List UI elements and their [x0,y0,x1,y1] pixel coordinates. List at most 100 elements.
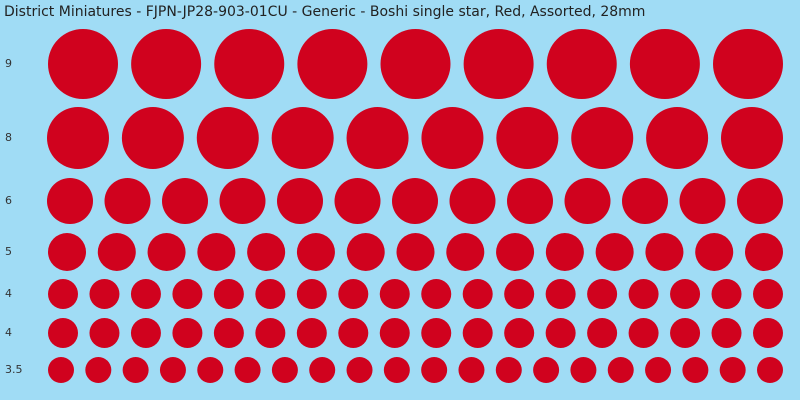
decal [721,107,783,169]
decal [587,279,618,309]
decal [338,318,369,348]
decal [622,178,668,224]
row-label: 6 [5,194,12,207]
decal [346,357,373,383]
decal [213,318,244,348]
row-label: 4 [5,287,12,300]
decal [421,357,448,383]
decal [383,357,410,383]
decal [48,233,86,271]
decal [628,318,659,348]
decal [85,357,112,383]
decal [48,279,78,309]
decal [670,279,701,309]
decal [695,233,734,271]
decal [346,233,385,271]
decal [392,178,438,224]
decal [595,233,634,271]
decal [446,233,485,271]
decal [421,279,452,309]
decal [89,279,120,309]
decal [104,178,151,224]
decal [496,107,559,169]
decal [213,279,244,309]
decal [197,357,224,383]
decal [296,318,327,348]
decal [172,318,203,348]
decal [97,233,136,271]
decal [48,357,74,383]
decal [172,279,203,309]
decal [737,178,783,224]
decal [679,178,726,224]
decal [570,357,597,383]
decal [271,357,298,383]
decal [277,178,323,224]
decal [47,178,93,224]
decal [338,279,369,309]
decal [196,107,259,169]
decal [753,318,783,348]
decal [247,233,286,271]
decal [629,29,700,99]
decal [711,318,742,348]
decal [309,357,336,383]
decal [545,279,576,309]
decal [713,29,783,99]
decal [546,29,617,99]
decal [159,357,186,383]
decal [711,279,742,309]
decal [607,357,634,383]
decal [545,318,576,348]
decal [496,233,535,271]
decal [571,107,634,169]
row-label: 5 [5,245,12,258]
decal [753,279,783,309]
decal [131,29,202,99]
decal [121,107,184,169]
decal [449,178,496,224]
decal [421,107,484,169]
decal [380,29,451,99]
decal [462,279,493,309]
decal [646,107,709,169]
decal [682,357,709,383]
decal [533,357,560,383]
decal [255,279,286,309]
decal [47,107,109,169]
decal [507,178,553,224]
decal [234,357,261,383]
decal [504,318,535,348]
decal [458,357,485,383]
decal [48,318,78,348]
row-label: 3.5 [5,363,23,376]
sheet-title: District Miniatures - FJPN-JP28-903-01CU… [4,4,645,20]
decal [130,279,161,309]
decal [504,279,535,309]
decal [147,233,186,271]
decal [645,233,684,271]
decal [670,318,701,348]
decal [214,29,285,99]
row-label: 8 [5,131,12,144]
decal [462,318,493,348]
decal [48,29,118,99]
decal [379,279,410,309]
decal [757,357,783,383]
decal [745,233,783,271]
decal [346,107,409,169]
decal [296,279,327,309]
decal [628,279,659,309]
decal [271,107,334,169]
decal [197,233,236,271]
decal [379,318,410,348]
decal [162,178,208,224]
decal [719,357,746,383]
decal [219,178,266,224]
decal [297,29,368,99]
decal [645,357,672,383]
decal [130,318,161,348]
decal [255,318,286,348]
decal [564,178,611,224]
